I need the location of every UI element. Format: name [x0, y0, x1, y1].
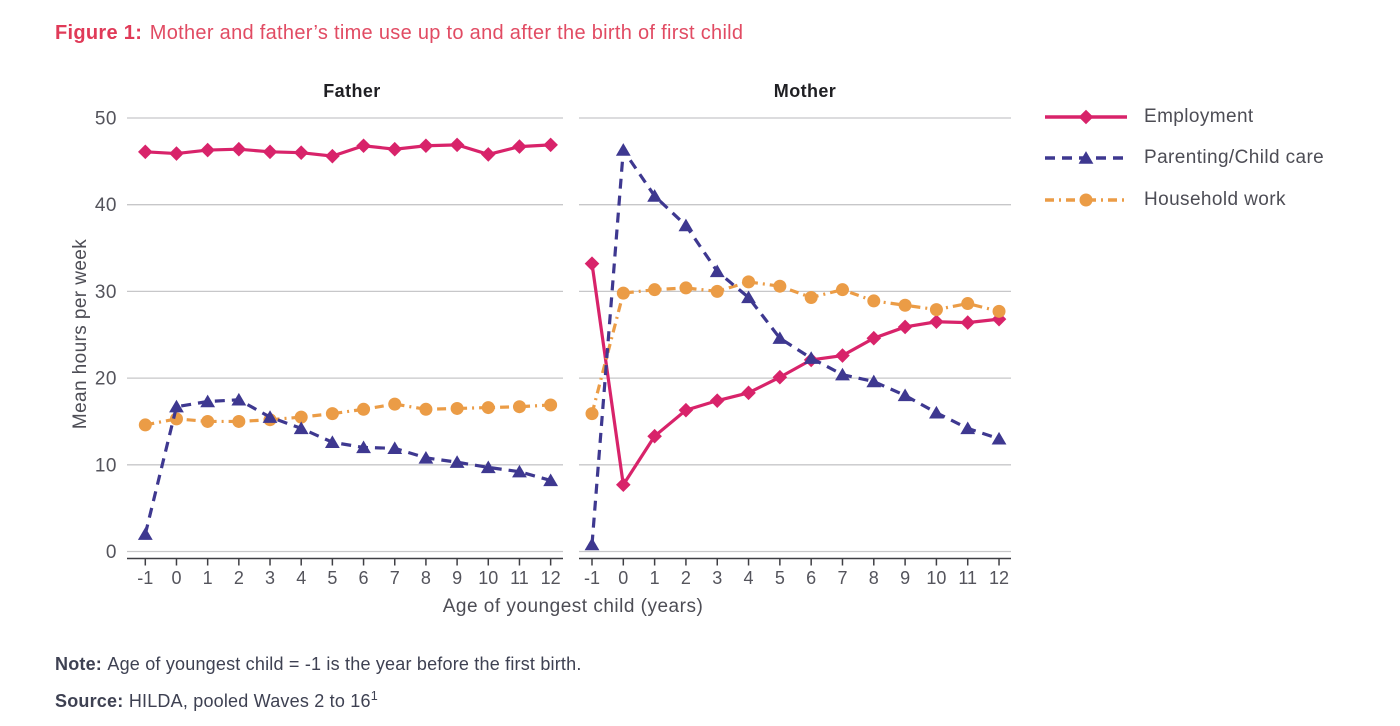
- svg-text:1: 1: [203, 568, 213, 588]
- svg-text:9: 9: [900, 568, 910, 588]
- svg-text:10: 10: [478, 568, 498, 588]
- figure-title-prefix: Figure 1:: [55, 22, 143, 44]
- svg-text:7: 7: [390, 568, 400, 588]
- figure-title-text: Mother and father’s time use up to and a…: [149, 22, 744, 44]
- svg-text:6: 6: [806, 568, 816, 588]
- svg-text:0: 0: [171, 568, 181, 588]
- legend-item-employment: Employment: [1044, 106, 1254, 128]
- svg-text:8: 8: [421, 568, 431, 588]
- svg-text:-1: -1: [137, 568, 153, 588]
- y-axis-label: Mean hours per week: [70, 238, 91, 430]
- legend-item-household: Household work: [1044, 189, 1286, 211]
- svg-text:9: 9: [452, 568, 462, 588]
- source-line: Source: HILDA, pooled Waves 2 to 161: [55, 689, 378, 712]
- svg-text:11: 11: [958, 568, 977, 588]
- svg-text:1: 1: [650, 568, 660, 588]
- svg-text:0: 0: [106, 542, 117, 563]
- legend-label-household: Household work: [1144, 189, 1286, 210]
- svg-text:4: 4: [744, 568, 754, 588]
- svg-text:50: 50: [95, 109, 117, 130]
- svg-text:0: 0: [618, 568, 628, 588]
- svg-text:2: 2: [234, 568, 244, 588]
- svg-text:5: 5: [775, 568, 785, 588]
- legend-label-parenting: Parenting/Child care: [1144, 147, 1325, 168]
- svg-text:-1: -1: [584, 568, 600, 588]
- panel-title-father: Father: [323, 81, 381, 101]
- note-prefix: Note:: [55, 654, 102, 674]
- household-line-swatch-icon: [1044, 189, 1128, 211]
- svg-text:11: 11: [510, 568, 529, 588]
- note-text: Age of youngest child = -1 is the year b…: [107, 654, 582, 674]
- source-prefix: Source:: [55, 691, 124, 711]
- source-text: HILDA, pooled Waves 2 to 16: [128, 691, 371, 711]
- svg-text:40: 40: [95, 195, 117, 216]
- svg-text:4: 4: [296, 568, 306, 588]
- svg-text:7: 7: [837, 568, 847, 588]
- source-superscript: 1: [370, 689, 378, 703]
- x-axis-label: Age of youngest child (years): [442, 596, 704, 617]
- note-line: Note: Age of youngest child = -1 is the y…: [55, 654, 582, 675]
- svg-text:2: 2: [681, 568, 691, 588]
- panel-title-mother: Mother: [773, 81, 837, 101]
- svg-text:3: 3: [712, 568, 722, 588]
- figure-title: Figure 1: Mother and father’s time use up…: [55, 22, 743, 45]
- svg-text:3: 3: [265, 568, 275, 588]
- svg-text:10: 10: [95, 455, 117, 476]
- svg-text:5: 5: [327, 568, 337, 588]
- legend-item-parenting: Parenting/Child care: [1044, 147, 1324, 169]
- employment-line-swatch-icon: [1044, 106, 1128, 128]
- svg-text:12: 12: [989, 568, 1009, 588]
- legend-label-employment: Employment: [1144, 106, 1254, 127]
- svg-text:30: 30: [95, 282, 117, 303]
- svg-text:20: 20: [95, 369, 117, 390]
- parenting-line-swatch-icon: [1044, 147, 1128, 169]
- svg-text:10: 10: [926, 568, 946, 588]
- svg-text:8: 8: [869, 568, 879, 588]
- svg-text:12: 12: [541, 568, 561, 588]
- svg-text:6: 6: [359, 568, 369, 588]
